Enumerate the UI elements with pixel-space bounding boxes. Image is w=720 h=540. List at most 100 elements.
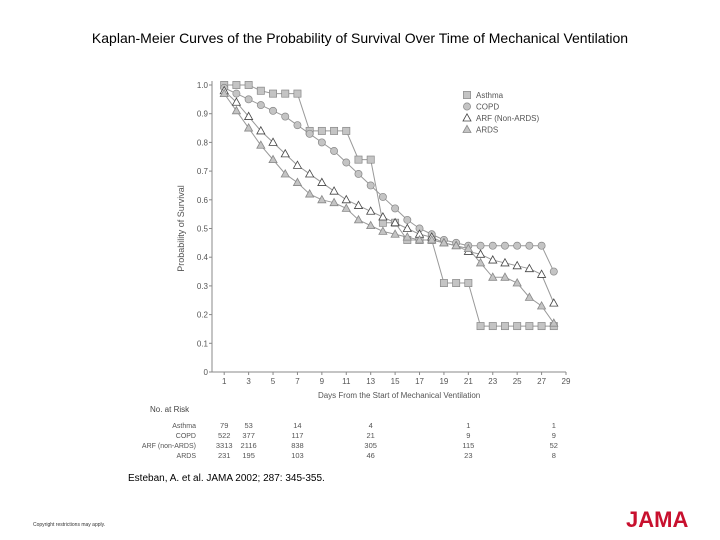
point-asthma — [525, 322, 534, 331]
risk-value: 1 — [466, 421, 470, 430]
risk-value: 1 — [552, 421, 556, 430]
point-asthma — [452, 279, 461, 287]
point-asthma — [269, 89, 277, 98]
point-ards — [292, 177, 303, 186]
y-tick-label: 1.0 — [197, 81, 209, 90]
chart-title: Kaplan-Meier Curves of the Probability o… — [91, 30, 629, 46]
point-arf-non-ards — [549, 298, 559, 307]
point-ards — [353, 214, 364, 224]
x-tick-label: 27 — [537, 377, 546, 386]
series-line-copd — [223, 87, 555, 272]
risk-value: 838 — [291, 441, 304, 450]
point-copd — [281, 112, 290, 121]
risk-value: 21 — [367, 431, 375, 440]
risk-value: 23 — [464, 451, 472, 460]
point-ards — [463, 243, 474, 252]
series-line-ards — [223, 93, 555, 324]
point-ards — [524, 292, 535, 301]
point-copd — [232, 89, 241, 98]
point-arf-non-ards — [524, 263, 535, 273]
point-ards — [414, 234, 425, 244]
point-arf-non-ards — [231, 97, 242, 106]
point-ards — [402, 232, 412, 241]
risk-row-label-copd: COPD — [176, 433, 196, 440]
point-copd — [513, 241, 522, 250]
point-arf-non-ards — [268, 137, 278, 146]
point-copd — [488, 241, 497, 250]
risk-value: 3313 — [216, 441, 233, 450]
point-asthma — [342, 126, 351, 135]
point-asthma — [354, 155, 363, 164]
point-arf-non-ards — [512, 260, 522, 270]
x-tick-label: 7 — [295, 377, 300, 386]
risk-value: 522 — [218, 431, 231, 440]
point-asthma — [501, 322, 509, 331]
legend-label-ards: ARDS — [476, 126, 498, 135]
point-arf-non-ards — [475, 249, 486, 258]
point-asthma — [256, 86, 265, 95]
point-arf-non-ards — [243, 111, 254, 120]
point-copd — [549, 267, 558, 276]
point-copd — [244, 95, 253, 104]
point-copd — [525, 241, 534, 250]
point-ards — [280, 168, 290, 178]
point-arf-non-ards — [488, 255, 498, 264]
x-tick-label: 25 — [513, 377, 522, 386]
point-ards — [366, 220, 376, 230]
x-tick-label: 19 — [439, 377, 448, 386]
x-tick-label: 13 — [366, 377, 375, 386]
point-ards — [304, 189, 315, 198]
x-tick-label: 9 — [320, 377, 325, 386]
point-asthma — [439, 279, 448, 287]
point-ards — [427, 234, 437, 244]
point-arf-non-ards — [329, 186, 339, 195]
x-axis-label: Days From the Start of Mechanical Ventil… — [318, 391, 480, 400]
legend-marker-arf-non-ards — [462, 112, 472, 122]
point-copd — [366, 181, 375, 190]
legend-label-copd: COPD — [476, 103, 499, 112]
point-ards — [378, 226, 388, 235]
risk-value: 2116 — [241, 441, 257, 450]
risk-value: 103 — [291, 451, 304, 460]
x-tick-label: 3 — [246, 377, 251, 386]
risk-value: 14 — [293, 421, 301, 430]
x-tick-label: 21 — [464, 377, 473, 386]
y-tick-label: 0.5 — [197, 225, 209, 234]
point-copd — [537, 241, 546, 250]
point-asthma — [513, 322, 522, 331]
y-tick-label: 0.3 — [197, 282, 209, 291]
x-tick-label: 23 — [488, 377, 497, 386]
risk-value: 4 — [369, 421, 373, 430]
y-tick-label: 0.2 — [197, 311, 209, 320]
point-arf-non-ards — [280, 148, 290, 158]
y-tick-label: 0.4 — [197, 253, 209, 262]
risk-value: 9 — [466, 431, 470, 440]
point-ards — [488, 272, 498, 281]
point-arf-non-ards — [317, 177, 327, 186]
point-asthma — [476, 322, 485, 331]
point-asthma — [281, 89, 290, 98]
point-arf-non-ards — [341, 194, 351, 204]
point-copd — [293, 121, 302, 130]
point-ards — [243, 123, 254, 132]
risk-value: 8 — [552, 451, 556, 460]
point-arf-non-ards — [304, 168, 315, 178]
point-copd — [501, 241, 509, 250]
risk-value: 9 — [552, 431, 556, 440]
point-copd — [256, 101, 265, 110]
x-tick-label: 17 — [415, 377, 424, 386]
point-copd — [391, 204, 400, 213]
x-tick-label: 11 — [342, 377, 351, 386]
point-copd — [305, 129, 314, 138]
point-ards — [317, 194, 327, 204]
point-asthma — [293, 89, 302, 98]
jama-logo: JAMA — [626, 507, 689, 532]
point-ards — [256, 140, 266, 149]
citation: Esteban, A. et al. JAMA 2002; 287: 345-3… — [128, 473, 325, 484]
point-ards — [390, 229, 400, 238]
point-ards — [549, 318, 559, 327]
copyright-notice: Copyright restrictions may apply. — [33, 522, 106, 528]
point-ards — [268, 154, 278, 164]
y-tick-label: 0.6 — [197, 196, 209, 205]
